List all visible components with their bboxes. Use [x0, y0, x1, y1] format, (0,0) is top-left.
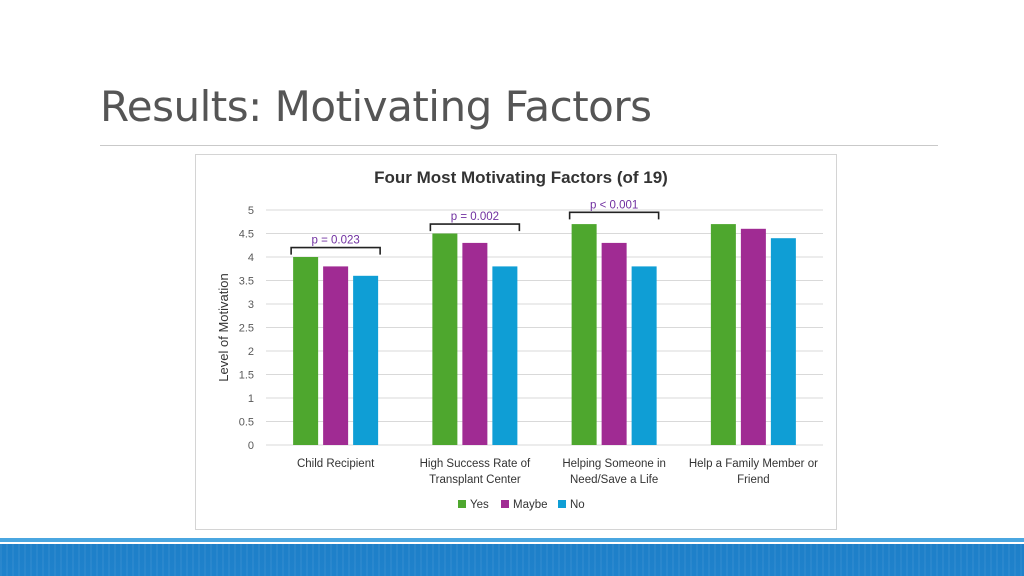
legend: Yes Maybe No [458, 499, 585, 511]
bar-yes-0 [293, 257, 319, 445]
bar-no-1 [492, 266, 518, 445]
p-value-label: p = 0.023 [311, 235, 359, 247]
bar-no-2 [631, 266, 657, 445]
y-tick-label: 4 [248, 252, 254, 264]
category-labels: Child Recipient High Success Rate of Trans… [297, 458, 818, 486]
bar-maybe-2 [601, 242, 627, 445]
bar-chart: Four Most Motivating Factors (of 19) 0 0.… [216, 168, 823, 511]
y-tick-label: 1.5 [239, 370, 254, 382]
y-tick-label: 4.5 [239, 229, 254, 241]
legend-swatch-yes [458, 500, 466, 508]
legend-swatch-maybe [501, 500, 509, 508]
y-tick-label: 1 [248, 393, 254, 405]
bar-yes-2 [571, 224, 597, 445]
slide-title: Results: Motivating Factors [100, 82, 652, 131]
y-tick-label: 2 [248, 346, 254, 358]
y-tick-label: 2.5 [239, 323, 254, 335]
y-tick-label: 5 [248, 205, 254, 217]
p-value-label: p = 0.002 [451, 211, 499, 223]
bar-yes-1 [432, 233, 458, 445]
y-axis-ticks: 0 0.5 1 1.5 2 2.5 3 3.5 4 4.5 5 [239, 205, 254, 452]
y-axis-label: Level of Motivation [216, 273, 231, 381]
legend-label-no: No [570, 499, 585, 511]
bars [293, 224, 796, 445]
category-label: Help a Family Member or Friend [689, 458, 818, 486]
significance-bracket [568, 211, 660, 220]
title-divider [100, 145, 938, 146]
category-label: Child Recipient [297, 458, 375, 470]
p-value-label: p < 0.001 [590, 199, 638, 211]
legend-label-maybe: Maybe [513, 499, 548, 511]
bar-no-3 [770, 238, 796, 445]
chart-frame: Four Most Motivating Factors (of 19) 0 0.… [195, 154, 837, 530]
footer-band [0, 538, 1024, 576]
bar-maybe-3 [740, 228, 766, 445]
bar-maybe-0 [323, 266, 349, 445]
legend-swatch-no [558, 500, 566, 508]
significance-bracket [429, 223, 521, 232]
chart-title: Four Most Motivating Factors (of 19) [374, 168, 668, 187]
legend-label-yes: Yes [470, 499, 489, 511]
y-tick-label: 3 [248, 299, 254, 311]
y-tick-label: 0.5 [239, 417, 254, 429]
significance-annotations: p = 0.023 p = 0.002 p < 0.001 [290, 199, 660, 255]
bar-no-0 [353, 275, 379, 445]
bar-yes-3 [710, 224, 736, 445]
y-tick-label: 3.5 [239, 276, 254, 288]
category-label: Helping Someone in Need/Save a Life [562, 458, 666, 486]
bar-maybe-1 [462, 242, 488, 445]
significance-bracket [290, 246, 381, 255]
y-tick-label: 0 [248, 440, 254, 452]
category-label: High Success Rate of Transplant Center [420, 458, 531, 486]
